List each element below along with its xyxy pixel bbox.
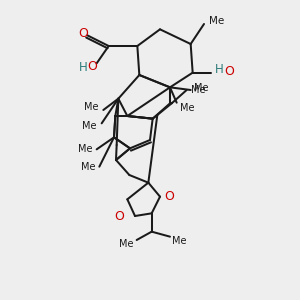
Text: Me: Me	[82, 121, 97, 131]
Text: O: O	[224, 65, 234, 78]
Text: Me: Me	[172, 236, 187, 246]
Text: Me: Me	[194, 83, 208, 93]
Text: O: O	[78, 27, 88, 40]
Text: O: O	[88, 60, 98, 73]
Text: Me: Me	[180, 103, 194, 113]
Text: Me: Me	[78, 144, 93, 154]
Text: Me: Me	[119, 239, 134, 249]
Text: O: O	[165, 190, 175, 203]
Text: Me: Me	[84, 102, 98, 112]
Text: Me: Me	[81, 162, 95, 172]
Text: H: H	[79, 61, 88, 74]
Text: Me: Me	[191, 85, 205, 95]
Text: O: O	[114, 209, 124, 223]
Text: Me: Me	[209, 16, 224, 26]
Text: H: H	[215, 63, 224, 76]
